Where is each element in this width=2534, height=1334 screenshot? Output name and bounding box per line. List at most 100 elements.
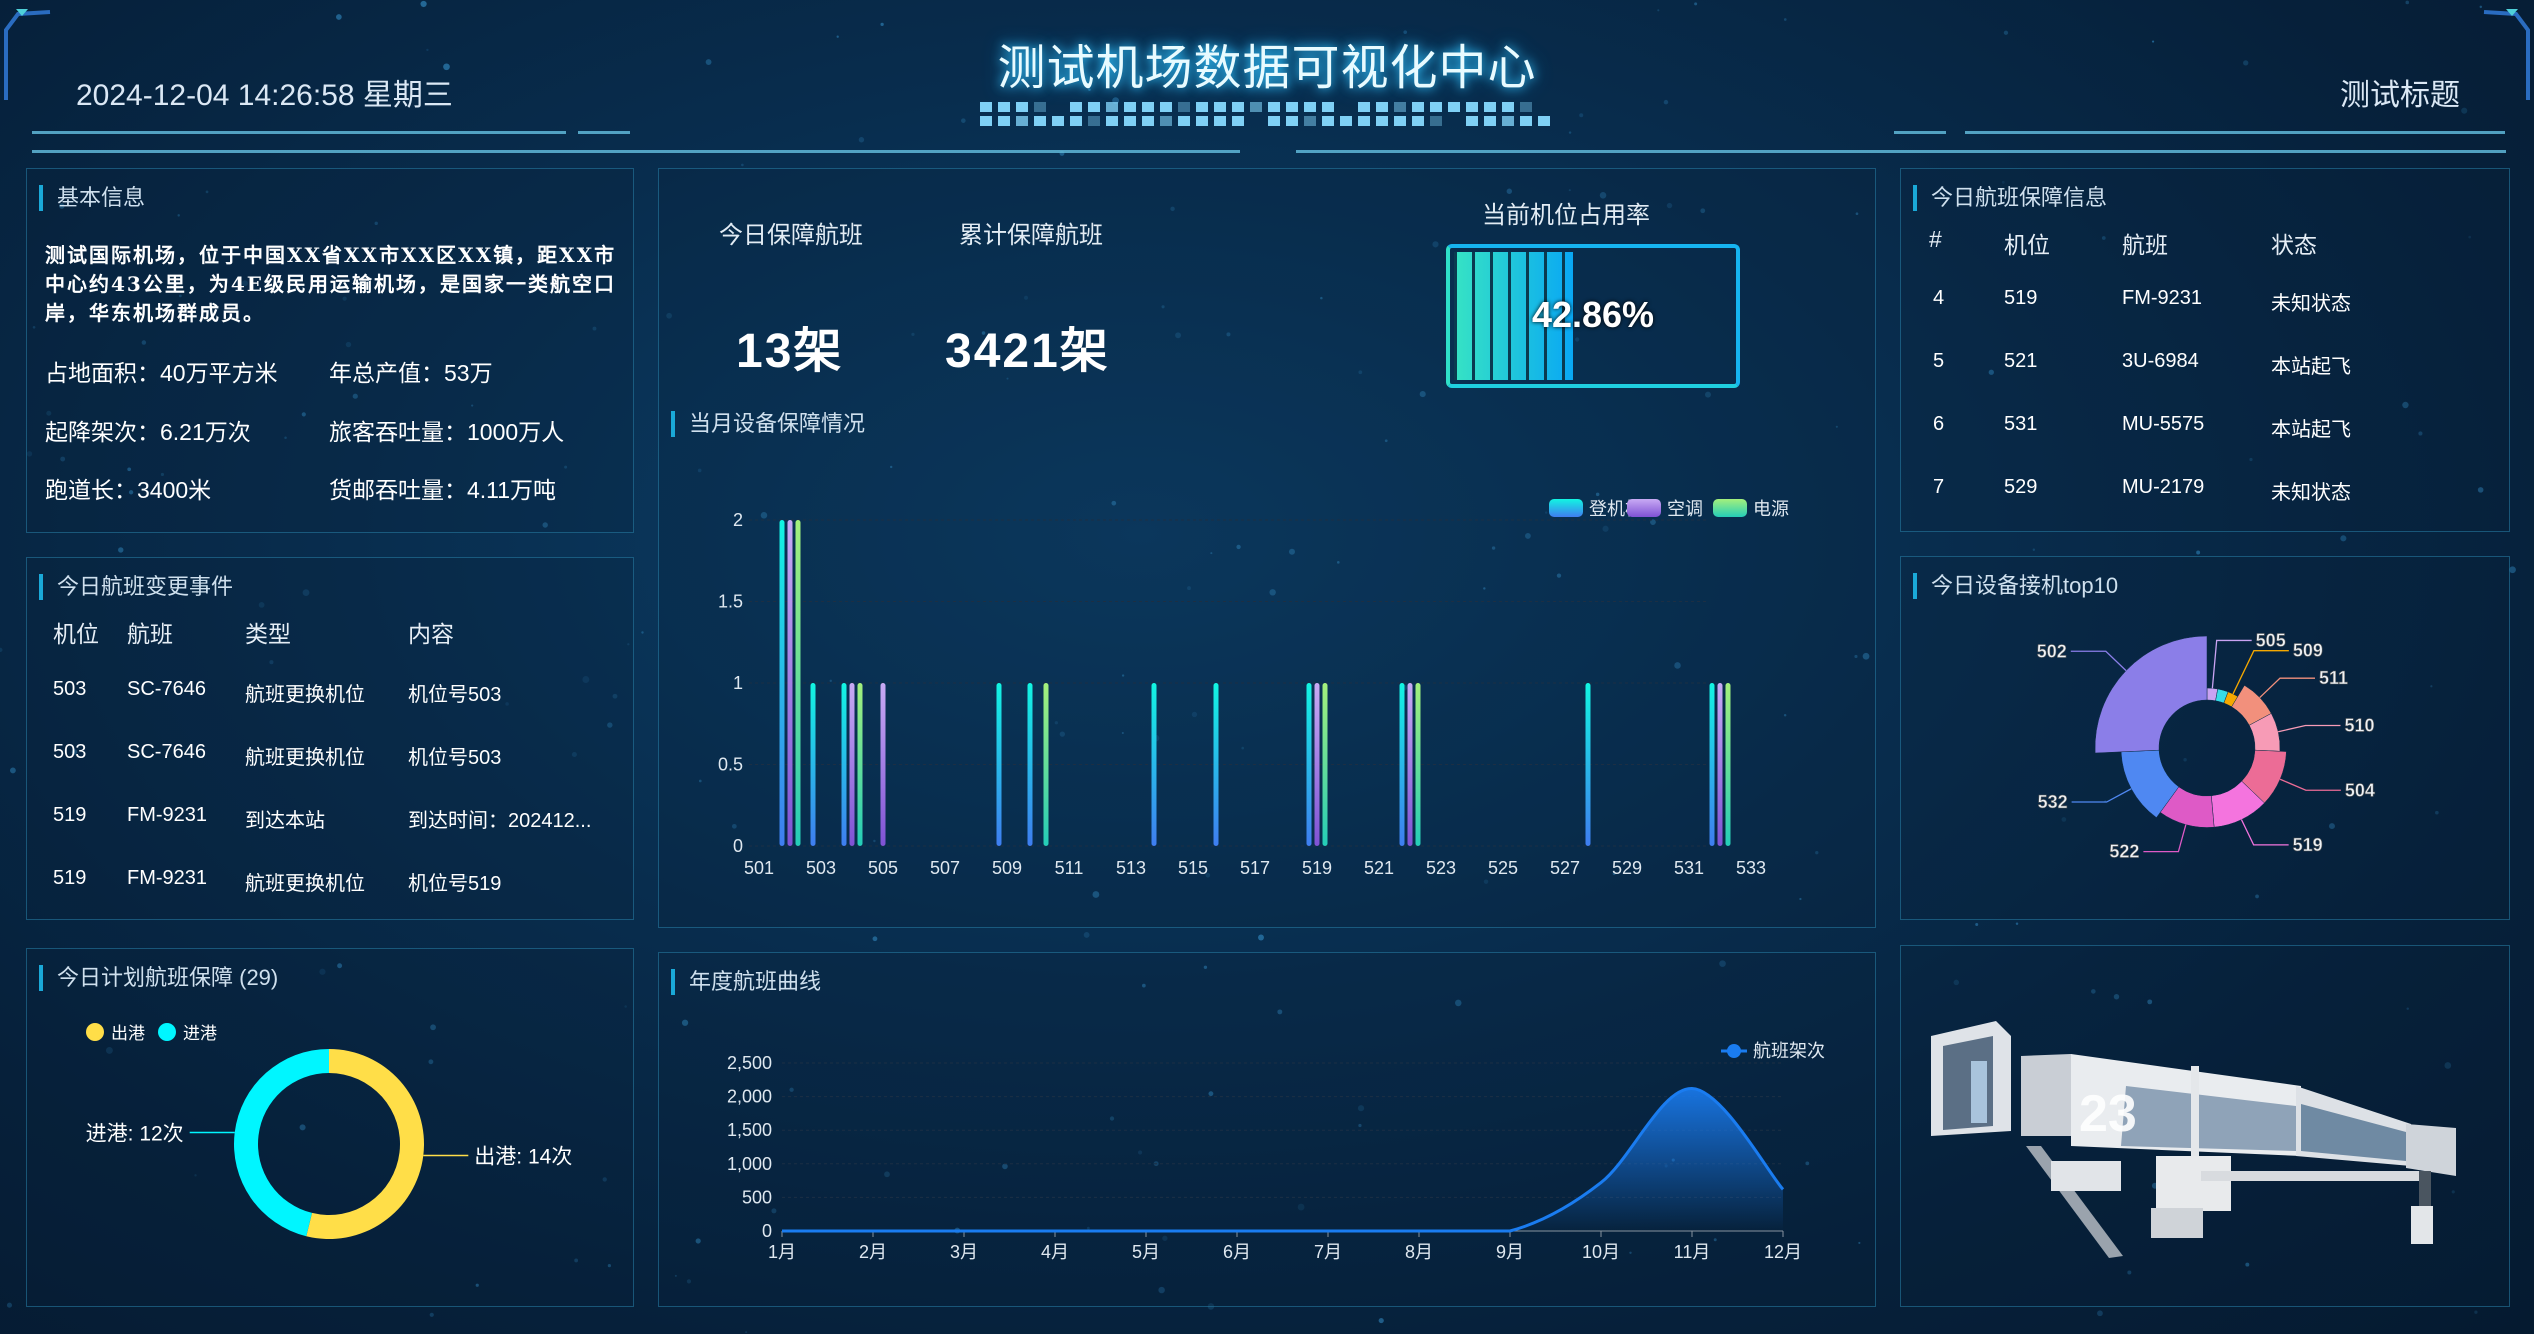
donut-label: 出港: 14次: [474, 1145, 572, 1168]
jet-bridge-image: 23: [1931, 1021, 2456, 1258]
title-dot: [998, 116, 1010, 126]
title-dot: [1394, 116, 1406, 126]
rose-label: 504: [2345, 780, 2375, 800]
bar-登机桥: [1027, 683, 1033, 846]
x-tick-label: 531: [1674, 858, 1704, 878]
bar-电源: [857, 683, 863, 846]
y-tick-label: 0: [762, 1221, 772, 1241]
title-dot: [1106, 102, 1118, 112]
line-area: [782, 1088, 1783, 1231]
donut-slice-出港: [306, 1049, 425, 1239]
particle: [9, 767, 16, 774]
title-dot: [1124, 116, 1136, 126]
occupancy-gauge-fill: [1454, 252, 1574, 380]
y-tick-label: 500: [742, 1187, 772, 1207]
column-header: #: [1929, 226, 1942, 252]
particle: [1083, 932, 1090, 938]
title-dot: [1484, 102, 1496, 112]
y-tick-label: 1,000: [727, 1154, 772, 1174]
title-dot: [1304, 102, 1316, 112]
bar-登机桥: [779, 520, 785, 846]
particle: [1975, 923, 1979, 927]
particle: [2196, 550, 2201, 555]
stat-output: 年总产值：53万: [329, 360, 493, 386]
table-cell: 503: [53, 678, 87, 700]
today-flights-label: 今日保障航班: [719, 222, 863, 249]
table-cell: 7: [1933, 476, 1945, 498]
today-flights-value: 13架: [736, 325, 844, 378]
title-dot: [980, 102, 992, 112]
particle: [741, 163, 744, 167]
bar-空调: [1407, 683, 1413, 846]
x-tick-label: 10月: [1582, 1242, 1620, 1262]
page-title: 测试机场数据可视化中心: [997, 42, 1537, 95]
legend-label: 空调: [1667, 499, 1703, 519]
title-dot: [1250, 102, 1262, 112]
column-header: 航班: [127, 621, 173, 647]
rose-label: 502: [2037, 641, 2067, 661]
x-tick-label: 509: [992, 858, 1022, 878]
planned-flights-donut-chart: 出港: 14次 进港: 12次 出港 进港: [86, 1023, 572, 1239]
table-cell: 519: [2004, 287, 2038, 309]
legend-swatch: [1627, 499, 1661, 517]
title-dot: [1286, 102, 1298, 112]
y-tick-label: 0: [733, 836, 743, 856]
title-dot: [1268, 102, 1280, 112]
guarantee-info-panel: 今日航班保障信息 # 机位 航班 状态 4 519 FM-9231 未知状态 5 521 3U-69…: [1900, 168, 2510, 532]
bar-电源: [1322, 683, 1328, 846]
legend-swatch: [1549, 499, 1583, 517]
table-cell: MU-2179: [2122, 476, 2205, 498]
legend-label: 电源: [1753, 499, 1789, 519]
table-cell: 519: [53, 867, 87, 889]
bar-登机桥: [1306, 683, 1312, 846]
title-dot: [1106, 116, 1118, 126]
table-cell: 529: [2004, 476, 2038, 498]
bar-登机桥: [1213, 683, 1219, 846]
center-stats-panel: 今日保障航班 13架 累计保障航班 3421架 当前机位占用率 当月设备保障情况…: [658, 168, 1876, 928]
title-dot: [1160, 116, 1172, 126]
label-leader: [2259, 677, 2316, 699]
title-dot: [1214, 116, 1226, 126]
total-flights-label: 累计保障航班: [959, 222, 1103, 249]
title-dot: [1178, 116, 1190, 126]
x-tick-label: 505: [868, 858, 898, 878]
x-tick-label: 519: [1302, 858, 1332, 878]
column-header: 机位: [2004, 232, 2050, 258]
title-dot: [1466, 102, 1478, 112]
occupancy-value: 42.86%: [1531, 294, 1655, 335]
column-header: 状态: [2271, 232, 2317, 258]
title-dot: [1016, 116, 1028, 126]
rose-label: 522: [2109, 842, 2139, 862]
column-header: 内容: [408, 621, 454, 647]
particle: [2340, 535, 2347, 542]
x-tick-label: 3月: [950, 1242, 978, 1262]
title-dot: [1232, 102, 1244, 112]
rose-slice: [2094, 635, 2208, 754]
table-cell: FM-9231: [2122, 287, 2203, 309]
panel-title: 今日设备接机top10: [1913, 573, 2118, 599]
y-tick-label: 1.5: [718, 592, 743, 612]
bar-登机桥: [841, 683, 847, 846]
title-dot: [1448, 102, 1460, 112]
x-tick-label: 2月: [859, 1242, 887, 1262]
panel-title: 当月设备保障情况: [671, 411, 865, 437]
title-dot: [1088, 116, 1100, 126]
jet-bridge-panel: 23: [1900, 945, 2510, 1307]
particle: [2032, 548, 2036, 551]
table-cell: 4: [1933, 287, 1945, 309]
x-tick-label: 4月: [1041, 1242, 1069, 1262]
panel-title: 今日计划航班保障 (29): [39, 965, 278, 991]
header-subtitle: 测试标题: [2340, 79, 2460, 112]
stat-area: 占地面积：40万平方米: [45, 360, 278, 386]
title-dot: [980, 116, 992, 126]
y-tick-label: 2,000: [727, 1087, 772, 1107]
table-cell: 503: [53, 741, 87, 763]
title-dot: [1286, 116, 1298, 126]
header-divider: [32, 131, 566, 134]
particle: [118, 547, 124, 553]
stat-runway: 跑道长：3400米: [45, 477, 212, 503]
title-dot: [1430, 102, 1442, 112]
table-cell: 航班更换机位: [245, 747, 365, 769]
title-dot: [1124, 102, 1136, 112]
table-cell: 航班更换机位: [245, 684, 365, 706]
